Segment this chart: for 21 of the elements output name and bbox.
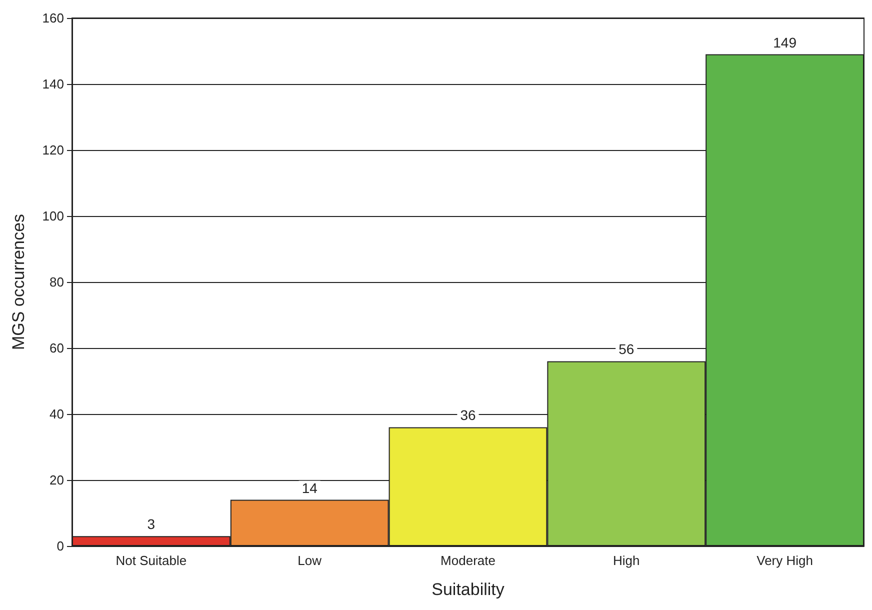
x-axis-title: Suitability xyxy=(432,580,505,599)
y-tick-label: 80 xyxy=(50,274,64,290)
data-label: 36 xyxy=(460,407,476,424)
y-tick-label: 160 xyxy=(42,10,64,26)
x-tick-label: Not Suitable xyxy=(116,553,187,568)
y-tick-label: 120 xyxy=(42,142,64,158)
x-tick-label: Very High xyxy=(756,553,813,568)
y-tick-label: 40 xyxy=(50,406,64,422)
y-axis-title: MGS occurrences xyxy=(9,214,28,350)
data-label: 56 xyxy=(618,341,634,358)
y-tick-label: 0 xyxy=(56,538,64,554)
data-label: 3 xyxy=(147,516,156,532)
y-tick-label: 100 xyxy=(42,208,64,224)
y-tick-label: 60 xyxy=(50,340,64,356)
y-tick-label: 140 xyxy=(42,76,64,92)
x-tick-label: High xyxy=(613,553,640,568)
data-label: 149 xyxy=(773,34,797,50)
x-tick-label: Low xyxy=(298,553,322,568)
y-tick-label: 20 xyxy=(50,472,64,488)
data-label: 14 xyxy=(302,480,318,496)
x-tick-label: Moderate xyxy=(440,553,496,568)
